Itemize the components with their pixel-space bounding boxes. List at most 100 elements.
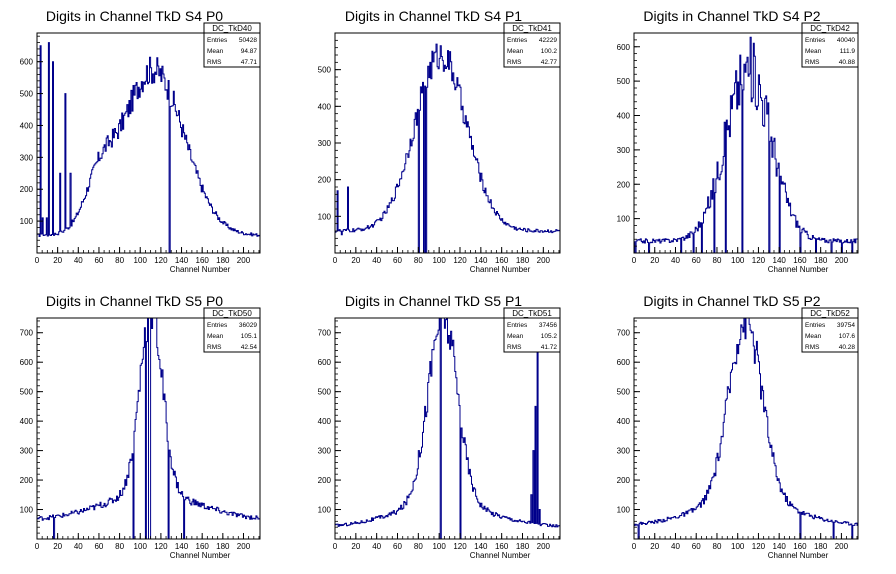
x-tick-label: 160 (495, 256, 509, 265)
stats-frame (503, 22, 561, 68)
y-tick-label: 400 (20, 121, 34, 130)
y-tick-label: 500 (318, 66, 332, 75)
stats-box: DC_TkD41 Entries 42229 Mean 100.2 RMS 42.77 (503, 22, 561, 68)
y-tick-label: 300 (617, 146, 631, 155)
x-tick-label: 160 (793, 542, 807, 551)
chart-title: Digits in Channel TkD S5 P1 (345, 293, 522, 309)
x-tick-label: 200 (237, 256, 251, 265)
x-tick-label: 80 (414, 542, 423, 551)
histogram-line (36, 317, 261, 540)
plot-frame (36, 317, 261, 540)
y-tick-label: 500 (318, 388, 332, 397)
chart-panel-2: Digits in Channel TkD S4 P2 0 20 40 60 80 100 1… (617, 8, 859, 274)
x-tick-label: 120 (154, 542, 168, 551)
chart-title: Digits in Channel TkD S4 P2 (643, 8, 820, 24)
y-tick-label: 500 (617, 77, 631, 86)
y-tick-label: 400 (318, 102, 332, 111)
stats-name: DC_TkD50 (212, 309, 252, 318)
chart-panel-5: Digits in Channel TkD S5 P2 0 20 40 60 80 100 1… (617, 293, 859, 560)
x-tick-label: 40 (671, 256, 680, 265)
stats-key: RMS (507, 59, 522, 66)
x-tick-label: 140 (474, 542, 488, 551)
plot-frame (633, 317, 859, 540)
stats-box: DC_TkD42 Entries 40040 Mean 111.9 RMS 40.88 (801, 22, 859, 68)
x-tick-label: 200 (835, 542, 849, 551)
y-tick-label: 200 (318, 176, 332, 185)
stats-value: 111.9 (840, 48, 856, 55)
x-tick-label: 80 (115, 542, 124, 551)
y-tick-label: 400 (20, 417, 34, 426)
x-tick-label: 0 (333, 542, 338, 551)
stats-value: 105.2 (541, 333, 558, 340)
stats-key: Entries (207, 37, 228, 44)
y-tick-label: 600 (20, 358, 34, 367)
stats-key: Entries (207, 322, 228, 329)
x-tick-label: 120 (154, 256, 168, 265)
x-tick-label: 0 (632, 542, 637, 551)
y-tick-label: 600 (20, 58, 34, 67)
stats-value: 50428 (239, 37, 257, 44)
x-tick-label: 200 (537, 256, 551, 265)
x-tick-label: 200 (537, 542, 551, 551)
stats-value: 100.2 (541, 48, 558, 55)
x-tick-label: 120 (752, 256, 766, 265)
x-tick-label: 140 (175, 256, 189, 265)
stats-value: 42229 (539, 37, 557, 44)
stats-value: 40.28 (839, 344, 856, 351)
y-tick-label: 300 (617, 447, 631, 456)
x-tick-label: 20 (650, 256, 659, 265)
histogram-line (334, 317, 561, 540)
x-tick-label: 60 (94, 256, 103, 265)
histogram-line (633, 36, 859, 254)
x-tick-label: 20 (351, 256, 360, 265)
x-axis-label: Channel Number (768, 551, 829, 560)
y-tick-label: 200 (20, 185, 34, 194)
plot-frame (36, 32, 261, 254)
y-tick-label: 100 (617, 506, 631, 515)
chart-panel-4: Digits in Channel TkD S5 P1 0 20 40 60 80 100 1… (318, 293, 561, 560)
x-tick-label: 140 (474, 256, 488, 265)
stats-key: Mean (805, 48, 822, 55)
stats-key: Entries (507, 37, 528, 44)
y-tick-label: 200 (617, 476, 631, 485)
x-tick-label: 0 (35, 542, 40, 551)
x-tick-label: 120 (453, 256, 467, 265)
plot-frame (334, 317, 561, 540)
y-tick-label: 100 (20, 506, 34, 515)
y-tick-label: 100 (20, 217, 34, 226)
stats-value: 40.88 (839, 59, 856, 66)
y-tick-label: 300 (20, 447, 34, 456)
stats-value: 40040 (837, 37, 855, 44)
x-tick-label: 180 (814, 542, 828, 551)
stats-frame (801, 307, 859, 353)
stats-frame (801, 22, 859, 68)
x-tick-label: 140 (773, 542, 787, 551)
x-tick-label: 180 (516, 542, 530, 551)
y-tick-label: 700 (20, 329, 34, 338)
chart-title: Digits in Channel TkD S5 P2 (643, 293, 820, 309)
x-tick-label: 80 (713, 542, 722, 551)
stats-frame (503, 307, 561, 353)
x-tick-label: 20 (53, 256, 62, 265)
stats-key: RMS (805, 344, 820, 351)
stats-name: DC_TkD41 (512, 24, 552, 33)
stats-key: Entries (805, 37, 826, 44)
histogram-line (633, 317, 859, 540)
x-tick-label: 200 (835, 256, 849, 265)
stats-frame (203, 307, 261, 353)
y-tick-label: 300 (318, 139, 332, 148)
y-tick-label: 500 (20, 90, 34, 99)
stats-box: DC_TkD40 Entries 50428 Mean 94.87 RMS 47.71 (203, 22, 261, 68)
x-tick-label: 160 (196, 256, 210, 265)
x-tick-label: 20 (650, 542, 659, 551)
chart-panel-1: Digits in Channel TkD S4 P1 0 20 40 60 80 100 1… (318, 8, 561, 274)
stats-value: 41.72 (541, 344, 558, 351)
x-tick-label: 160 (196, 542, 210, 551)
y-tick-label: 300 (318, 447, 332, 456)
x-tick-label: 0 (35, 256, 40, 265)
x-tick-label: 20 (351, 542, 360, 551)
stats-key: Entries (805, 322, 826, 329)
histogram-line (334, 43, 561, 254)
y-tick-label: 200 (20, 476, 34, 485)
y-tick-label: 200 (617, 180, 631, 189)
